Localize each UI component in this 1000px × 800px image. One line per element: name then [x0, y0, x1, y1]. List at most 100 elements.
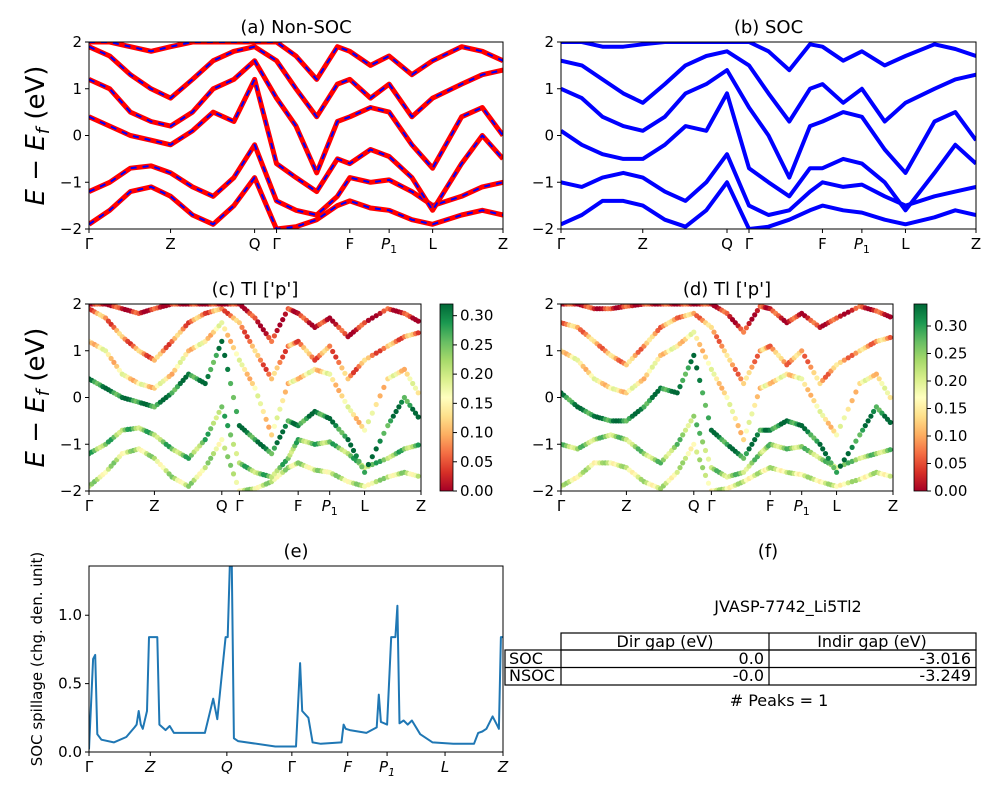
band-point: [407, 376, 413, 382]
band-point: [865, 418, 871, 424]
band-point: [685, 451, 691, 457]
band-point: [213, 352, 219, 358]
band-point: [339, 393, 345, 399]
colorbar-tick-label: 0.00: [934, 482, 967, 500]
band-point: [754, 394, 761, 400]
band-point: [255, 319, 261, 325]
panel-f-title: (f): [758, 541, 778, 562]
band-point: [225, 366, 231, 372]
band-point: [837, 463, 844, 469]
panel-d-title: (d) Tl ['p']: [683, 279, 771, 300]
band-point: [714, 376, 720, 382]
k-point-label: Q: [249, 235, 261, 253]
band-point: [213, 415, 219, 421]
band-line: [561, 180, 976, 229]
panel-c-ylabel: E − Ef (eV): [21, 328, 54, 468]
band-point: [255, 393, 261, 399]
y-tick-label: 0: [72, 389, 82, 407]
k-point-label: L: [428, 235, 437, 253]
band-point: [362, 320, 368, 326]
band-point: [225, 423, 231, 429]
band-point: [230, 471, 237, 477]
band-point: [741, 380, 747, 387]
band-point: [752, 312, 758, 318]
band-point: [274, 365, 280, 371]
band-point: [845, 460, 851, 466]
band-point: [729, 362, 736, 368]
panel-e-title: (e): [283, 541, 308, 562]
band-point: [271, 445, 277, 451]
band-point: [271, 370, 277, 376]
k-point-label: Z: [638, 235, 648, 253]
band-point: [336, 426, 342, 432]
band-point: [336, 387, 342, 394]
band-point: [239, 324, 245, 330]
band-point: [415, 390, 421, 396]
band-point: [412, 410, 419, 416]
band-point: [677, 465, 683, 471]
band-point: [716, 338, 722, 344]
band-point: [837, 359, 844, 365]
band-point: [401, 394, 407, 401]
band-point: [393, 408, 399, 415]
band-point: [252, 385, 258, 391]
band-point: [233, 408, 240, 415]
band-point: [271, 423, 277, 429]
band-point: [280, 354, 286, 360]
band-point: [887, 334, 893, 341]
band-point: [228, 380, 234, 387]
band-point: [884, 390, 891, 396]
band-point: [388, 418, 394, 424]
band-point: [879, 380, 885, 387]
k-point-label: Γ: [288, 758, 297, 776]
band-point: [280, 429, 286, 435]
colorbar-tick-label: 0.05: [460, 453, 493, 471]
k-point-label: Z: [621, 497, 631, 515]
band-point: [345, 437, 351, 443]
band-point: [857, 432, 863, 438]
band-point: [359, 464, 365, 470]
k-point-label: Γ: [557, 235, 566, 253]
band-point: [373, 401, 379, 408]
band-point: [862, 423, 868, 429]
band-point: [260, 327, 266, 333]
band-point: [369, 461, 375, 468]
band-point: [373, 446, 379, 452]
band-point: [412, 385, 419, 391]
band-point: [180, 355, 186, 362]
band-point: [831, 428, 837, 434]
band-point: [225, 332, 231, 338]
band-point: [330, 419, 336, 425]
band-point: [381, 384, 387, 390]
colorbar-d: [913, 303, 928, 492]
band-point: [814, 403, 820, 409]
band-point: [849, 444, 855, 450]
band-point: [399, 399, 405, 405]
band-point: [711, 329, 717, 335]
band-line: [561, 49, 976, 124]
band-point: [407, 402, 413, 408]
y-tick-label: 1: [72, 80, 82, 98]
band-point: [169, 371, 175, 377]
band-point: [799, 376, 805, 382]
band-point: [404, 398, 410, 404]
band-point: [700, 465, 706, 471]
k-point-label: Z: [165, 235, 175, 253]
band-point: [244, 371, 250, 377]
band-point: [735, 371, 741, 377]
k-point-label: P1: [322, 497, 338, 518]
band-point: [711, 371, 717, 377]
band-point: [682, 455, 689, 461]
band-point: [230, 345, 237, 351]
band-point: [327, 343, 333, 349]
band-point: [724, 394, 730, 401]
band-point: [213, 446, 219, 452]
band-point: [244, 334, 250, 340]
band-point: [222, 352, 228, 358]
band-point: [873, 371, 880, 377]
spillage-line: [89, 566, 503, 750]
band-point: [749, 364, 755, 370]
panel-a-plot: [89, 42, 503, 229]
band-point: [242, 329, 248, 335]
